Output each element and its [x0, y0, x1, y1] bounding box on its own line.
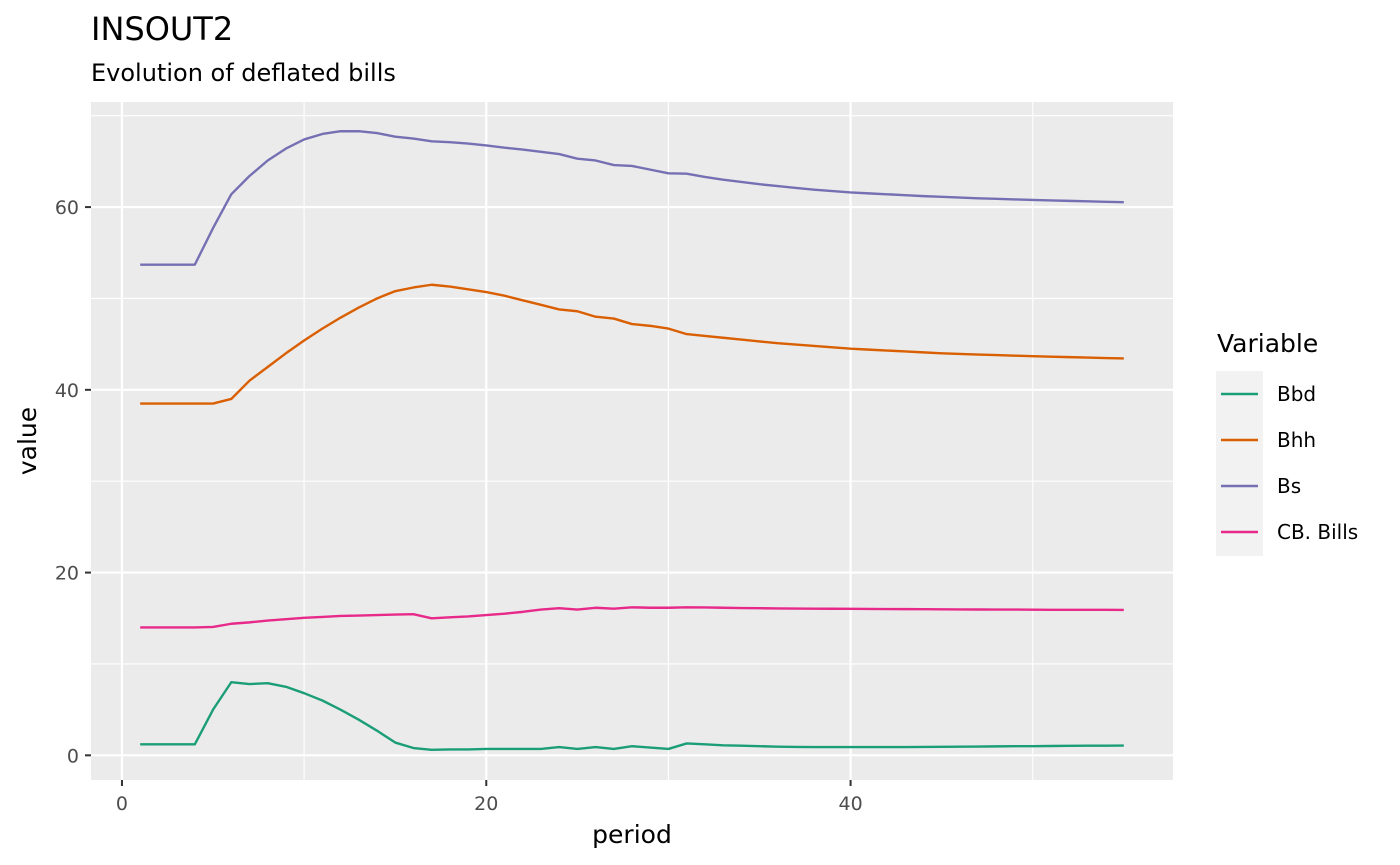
- x-axis-title: period: [592, 820, 672, 849]
- series-lines: [140, 130, 1124, 752]
- legend-label: CB. Bills: [1277, 520, 1358, 544]
- legend-label: Bhh: [1277, 428, 1316, 452]
- y-axis: 0 20 40 60: [55, 197, 91, 767]
- x-tick-label: 40: [838, 793, 862, 815]
- series-line-bbd: [140, 681, 1124, 752]
- series-line-cb-bills: [140, 606, 1124, 629]
- legend-label: Bbd: [1277, 382, 1316, 406]
- chart-subtitle: Evolution of deflated bills: [91, 59, 396, 87]
- x-axis: 0 20 40: [116, 780, 863, 815]
- series-line-bs: [140, 130, 1124, 266]
- y-tick-label: 0: [67, 745, 79, 767]
- plot-panel: [91, 102, 1173, 780]
- legend: Variable Bbd Bhh Bs CB. Bills: [1216, 329, 1358, 556]
- minor-gridlines: [91, 102, 1173, 780]
- y-tick-label: 40: [55, 380, 79, 402]
- legend-title: Variable: [1217, 329, 1318, 358]
- chart-title: INSOUT2: [91, 10, 233, 48]
- series-line-bhh: [140, 283, 1124, 405]
- x-tick-label: 20: [474, 793, 498, 815]
- legend-key-background: [1216, 371, 1263, 556]
- y-tick-label: 20: [55, 563, 79, 585]
- x-tick-label: 0: [116, 793, 128, 815]
- legend-label: Bs: [1277, 474, 1301, 498]
- major-gridlines: [91, 102, 1173, 780]
- y-tick-label: 60: [55, 197, 79, 219]
- y-axis-title: value: [13, 407, 42, 475]
